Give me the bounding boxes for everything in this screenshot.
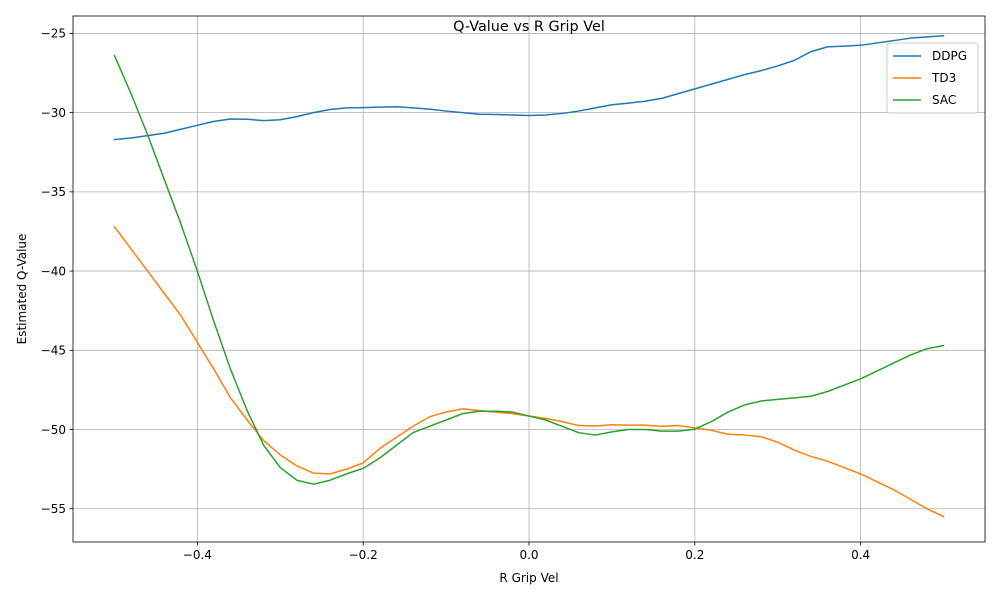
y-tick-label: −25 [41,27,66,41]
x-tick-label: 0.2 [685,548,704,562]
axis-ticks: −0.4 −0.2 0.0 0.2 0.4 −55 −50 −45 −40 −35 −30 −25 [41,27,871,562]
legend-label-sac: SAC [932,93,956,107]
y-tick-label: −35 [41,185,66,199]
legend-label-td3: TD3 [931,71,956,85]
y-tick-label: −45 [41,344,66,358]
x-tick-label: −0.2 [349,548,378,562]
y-tick-label: −55 [41,502,66,516]
x-tick-label: 0.4 [851,548,870,562]
y-tick-label: −50 [41,423,66,437]
y-tick-label: −30 [41,106,66,120]
grid-lines [73,16,985,542]
series-line-ddpg [113,35,945,141]
x-axis-label: R Grip Vel [499,571,558,585]
chart-title: Q-Value vs R Grip Vel [453,19,605,35]
series-line-sac [113,54,945,485]
x-tick-label: 0.0 [519,548,538,562]
plot-lines [113,35,945,518]
legend-frame [886,42,979,114]
y-axis-label: Estimated Q-Value [15,234,29,345]
legend: DDPG TD3 SAC [886,42,979,114]
y-tick-label: −40 [41,264,66,278]
legend-label-ddpg: DDPG [932,49,967,63]
x-tick-label: −0.4 [183,548,212,562]
